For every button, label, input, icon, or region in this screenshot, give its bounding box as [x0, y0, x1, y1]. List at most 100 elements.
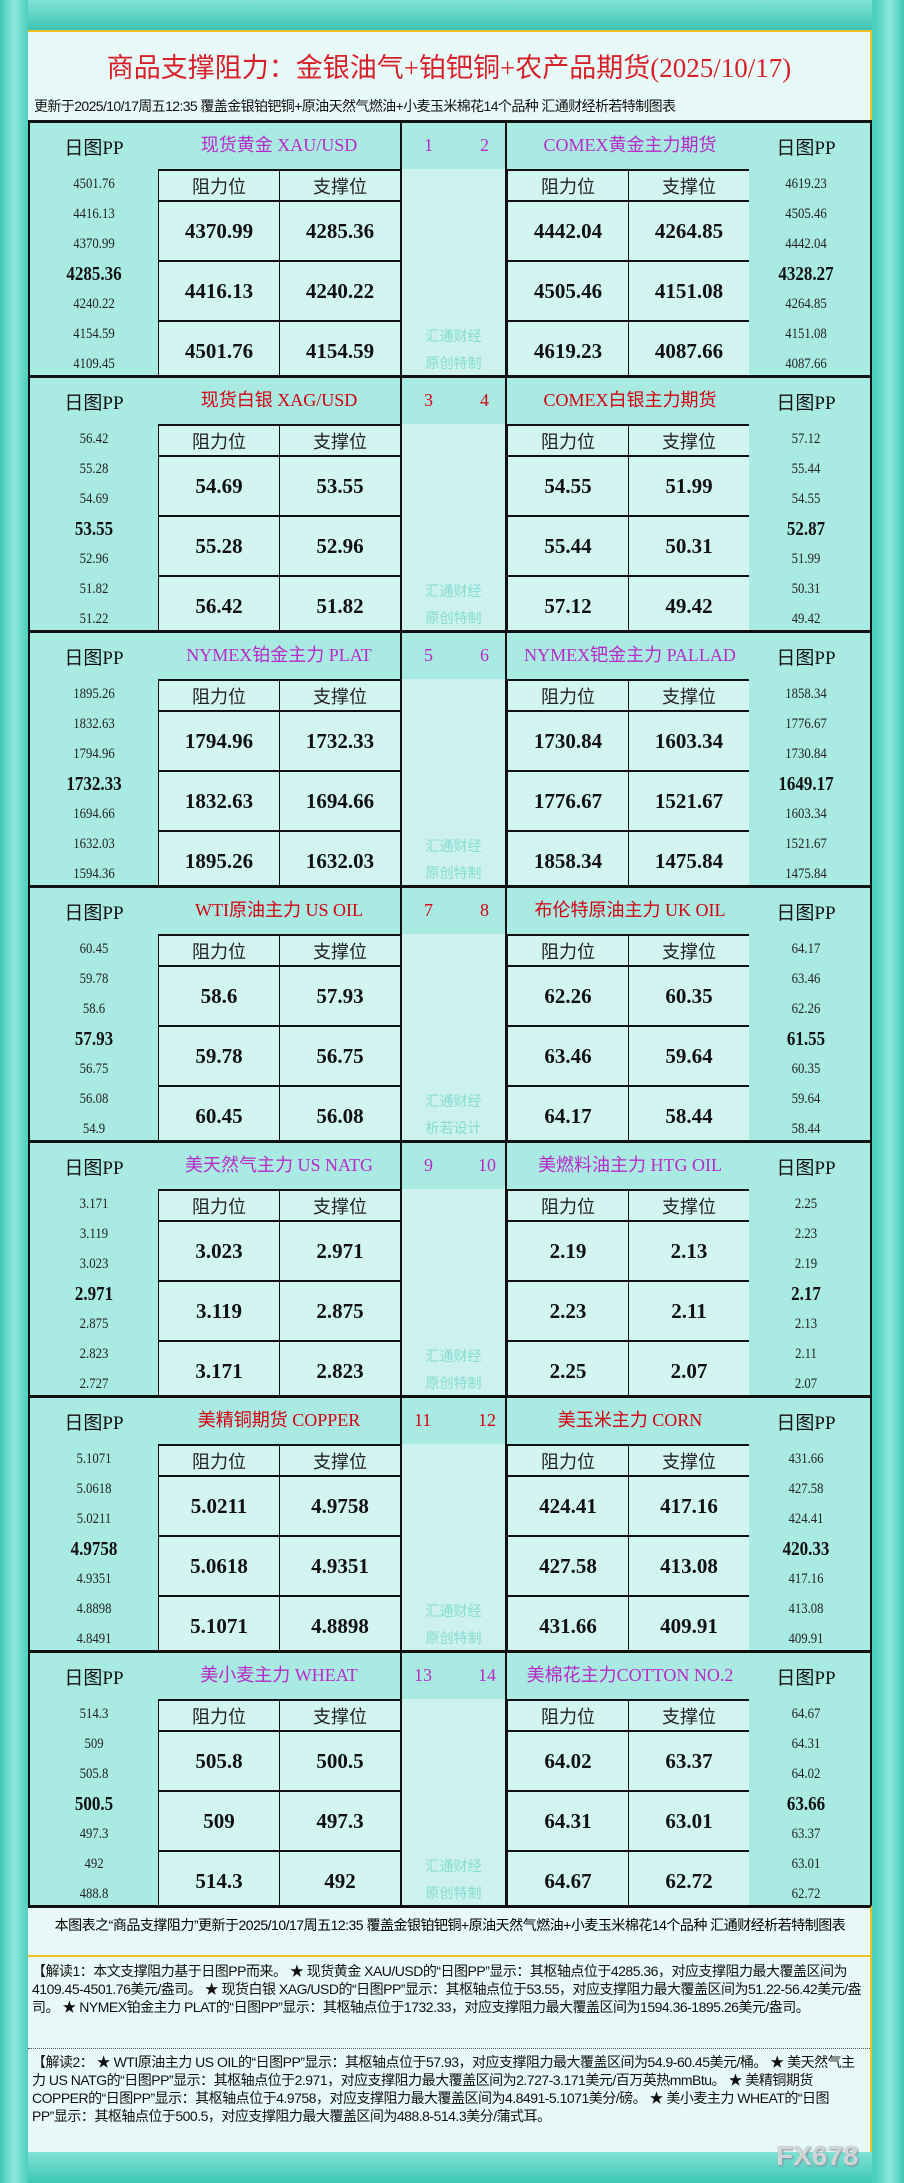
watermark-text: 汇通财经 [425, 1350, 482, 1365]
middle-column: 1 2 汇通财经 原创特制 [400, 123, 507, 375]
resistance-header: 阻力位 [507, 936, 628, 967]
footer: 本图表之“商品支撑阻力”更新于2025/10/17周五12:35 覆盖金银铂钯铜… [28, 1905, 872, 2152]
page-subtitle: 更新于2025/10/17周五12:35 覆盖金银铂钯铜+原油天然气燃油+小麦玉… [34, 98, 676, 114]
pivot-level-value: 427.58 [788, 1481, 824, 1497]
pivot-level-value: 4.8491 [76, 1631, 112, 1647]
support-value: 497.3 [279, 1792, 400, 1852]
block-number-right: 12 [478, 1410, 496, 1430]
pivot-level-value: 63.37 [791, 1826, 821, 1842]
pivot-level-value: 56.08 [79, 1091, 109, 1107]
middle-body [402, 424, 505, 630]
explanation-1: 【解读1：本文支撑阻力基于日图PP而来。 ★ 现货黄金 XAU/USD的“日图P… [32, 1963, 862, 2015]
resistance-value: 1858.34 [507, 832, 628, 892]
middle-body [402, 1444, 505, 1650]
commodity-block-row: 日图PP 60.45 59.78 58.6 57.93 56.75 56.08 54.9 WTI… [28, 885, 872, 1147]
block-number-left: 1 [424, 135, 433, 155]
instrument-name: COMEX白银主力期货 [543, 390, 717, 410]
pivot-level-value: 62.26 [791, 1001, 821, 1017]
pivot-level-value: 59.64 [791, 1091, 821, 1107]
support-value: 4154.59 [279, 322, 400, 382]
commodity-block-row: 日图PP 1895.26 1832.63 1794.96 1732.33 1694.66 1… [28, 630, 872, 892]
pivot-level-value: 417.16 [788, 1571, 824, 1587]
explanation-2: 【解读2： ★ WTI原油主力 US OIL的“日图PP”显示：其枢轴点位于57… [32, 2054, 855, 2124]
commodity-block-row: 日图PP 5.1071 5.0618 5.0211 4.9758 4.9351 4.8898… [28, 1395, 872, 1657]
watermark-text: 原创特制 [425, 867, 482, 882]
support-value: 60.35 [628, 967, 749, 1027]
resistance-value: 4619.23 [507, 322, 628, 382]
resistance-header: 阻力位 [507, 1446, 628, 1477]
support-value: 1732.33 [279, 712, 400, 772]
pivot-level-value: 1858.34 [785, 686, 827, 702]
pivot-label: 日图PP [776, 648, 836, 669]
watermark-text: 汇通财经 [425, 1860, 482, 1875]
support-value: 4.9351 [279, 1537, 400, 1597]
pivot-level-value: 51.82 [79, 581, 109, 597]
pivot-level-value: 1895.26 [73, 686, 115, 702]
pivot-label: 日图PP [64, 1668, 124, 1689]
levels-table: 阻力位 支撑位 3.023 2.971 3.119 2.875 3.171 2.823 [158, 1189, 400, 1402]
pivot-column: 日图PP 1895.26 1832.63 1794.96 1732.33 1694.66 1… [30, 633, 158, 885]
levels-table: 阻力位 支撑位 5.0211 4.9758 5.0618 4.9351 5.1071 4.88… [158, 1444, 400, 1657]
pivot-point-value: 57.93 [74, 1028, 114, 1050]
pivot-level-value: 60.35 [791, 1061, 821, 1077]
support-value: 1694.66 [279, 772, 400, 832]
support-value: 50.31 [628, 517, 749, 577]
pivot-level-value: 50.31 [791, 581, 821, 597]
levels-table: 阻力位 支撑位 54.55 51.99 55.44 50.31 57.12 49.42 [507, 424, 749, 637]
support-value: 4087.66 [628, 322, 749, 382]
resistance-value: 424.41 [507, 1477, 628, 1537]
block-number-left: 9 [424, 1155, 433, 1175]
support-value: 57.93 [279, 967, 400, 1027]
pivot-level-value: 4151.08 [785, 326, 827, 342]
resistance-header: 阻力位 [158, 1191, 279, 1222]
support-header: 支撑位 [279, 1701, 400, 1732]
support-value: 52.96 [279, 517, 400, 577]
pivot-point-value: 420.33 [782, 1538, 830, 1560]
support-value: 51.99 [628, 457, 749, 517]
pivot-point-value: 61.55 [786, 1028, 826, 1050]
pivot-level-value: 2.875 [79, 1316, 109, 1332]
resistance-value: 56.42 [158, 577, 279, 637]
support-value: 53.55 [279, 457, 400, 517]
commodity-block-row: 日图PP 514.3 509 505.8 500.5 497.3 492 488.8 美小麦主力… [28, 1650, 872, 1912]
support-value: 62.72 [628, 1852, 749, 1912]
instrument-name: 现货白银 XAG/USD [200, 390, 358, 410]
pivot-level-value: 54.9 [82, 1121, 106, 1137]
support-header: 支撑位 [279, 681, 400, 712]
support-value: 4.8898 [279, 1597, 400, 1657]
resistance-header: 阻力位 [158, 426, 279, 457]
support-value: 58.44 [628, 1087, 749, 1147]
middle-column: 3 4 汇通财经 原创特制 [400, 378, 507, 630]
support-value: 1475.84 [628, 832, 749, 892]
watermark-text: 汇通财经 [425, 1095, 482, 1110]
block-number-right: 8 [480, 900, 489, 920]
pivot-level-value: 424.41 [788, 1511, 824, 1527]
middle-body [402, 679, 505, 885]
middle-body [402, 169, 505, 375]
resistance-header: 阻力位 [507, 426, 628, 457]
pivot-level-value: 58.6 [82, 1001, 106, 1017]
pivot-level-value: 4240.22 [73, 296, 115, 312]
block-number-right: 10 [478, 1155, 496, 1175]
support-header: 支撑位 [628, 171, 749, 202]
resistance-value: 64.02 [507, 1732, 628, 1792]
support-header: 支撑位 [628, 936, 749, 967]
pivot-level-value: 51.99 [791, 551, 821, 567]
block-number-right: 6 [480, 645, 489, 665]
pivot-column: 日图PP 431.66 427.58 424.41 420.33 417.16 413.08… [742, 1398, 870, 1650]
resistance-value: 54.55 [507, 457, 628, 517]
middle-header [402, 378, 505, 424]
pivot-level-value: 2.13 [794, 1316, 818, 1332]
support-value: 56.08 [279, 1087, 400, 1147]
commodity-block-row: 日图PP 4501.76 4416.13 4370.99 4285.36 4240.22 4… [28, 120, 872, 382]
instrument-name: 美精铜期货 COPPER [197, 1410, 361, 1430]
support-header: 支撑位 [628, 681, 749, 712]
instrument-name: NYMEX铂金主力 PLAT [186, 645, 372, 665]
resistance-value: 4505.46 [507, 262, 628, 322]
resistance-value: 509 [158, 1792, 279, 1852]
middle-column: 9 10 汇通财经 原创特制 [400, 1143, 507, 1395]
watermark-text: 汇通财经 [425, 330, 482, 345]
divider [28, 1955, 870, 1957]
top-frame [28, 0, 872, 30]
levels-table: 阻力位 支撑位 1730.84 1603.34 1776.67 1521.67 1858.3… [507, 679, 749, 892]
